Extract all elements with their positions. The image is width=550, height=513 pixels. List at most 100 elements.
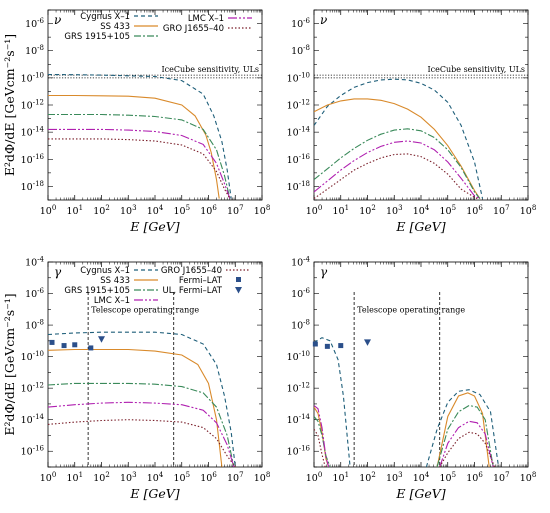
fermi-lat-upper-limit (98, 336, 105, 343)
series-line-gro-j1655-40 (314, 428, 326, 467)
series-line-grs-1915-105 (48, 113, 231, 199)
legend-label: GRS 1915+105 (64, 286, 130, 296)
series-line-grs-1915-105 (314, 128, 481, 199)
y-tick-label: 10-14 (21, 413, 45, 426)
x-tick-label: 105 (439, 204, 456, 217)
y-tick-label: 10-12 (287, 99, 310, 112)
y-tick-label: 10-16 (287, 153, 311, 166)
y-tick-label: 10-6 (25, 17, 44, 30)
x-tick-label: 108 (254, 204, 271, 217)
y-tick-label: 10-4 (291, 256, 310, 269)
y-tick-label: 10-16 (21, 445, 45, 458)
x-axis-label: E [GeV] (129, 219, 179, 234)
fermi-lat-upper-limit (364, 339, 371, 346)
y-tick-label: 10-18 (287, 180, 310, 193)
legend-marker-upper-limit (235, 287, 242, 294)
x-tick-label: 106 (466, 204, 483, 217)
series-line-cygnus-x-1 (314, 78, 484, 199)
x-tick-label: 102 (359, 204, 376, 217)
x-tick-label: 100 (306, 204, 323, 217)
legend-label: LMC X–1 (188, 14, 224, 24)
y-axis-label: E²dΦ/dE [GeVcm⁻²s⁻¹] (2, 293, 17, 435)
fermi-lat-point (49, 339, 55, 345)
y-tick-label: 10-6 (25, 287, 44, 300)
plot-frame (313, 9, 529, 201)
legend-label: SS 433 (100, 276, 130, 286)
chart-panel-top-right: 100 101 102 103 104 105 106 107 108 10-18 10-16 10-… (287, 9, 537, 234)
legend-label: SS 433 (100, 22, 130, 32)
series-line-lmc-x-1 (439, 420, 494, 467)
plot-area (48, 292, 236, 467)
legend-label: GRO J1655–40 (161, 266, 222, 276)
legend-label: Fermi–LAT (179, 276, 223, 286)
fermi-lat-point (338, 343, 344, 349)
legend-label: UL, Fermi–LAT (162, 286, 222, 296)
x-tick-label: 103 (386, 204, 403, 217)
x-tick-label: 102 (359, 471, 376, 484)
y-tick-label: 10-10 (287, 350, 310, 363)
fermi-lat-point (88, 345, 94, 351)
particle-label: ν (54, 13, 61, 27)
series-line-grs-1915-105 (436, 404, 494, 467)
y-tick-label: 10-6 (291, 287, 310, 300)
x-tick-label: 106 (466, 471, 483, 484)
series-line-grs-1915-105 (48, 382, 235, 467)
x-tick-label: 104 (147, 471, 164, 484)
telescope-range-label: Telescope operating range (91, 305, 199, 314)
fermi-lat-point (312, 341, 318, 347)
y-tick-label: 10-14 (287, 413, 311, 426)
y-tick-label: 10-4 (25, 256, 44, 269)
x-axis-label: E [GeV] (129, 486, 179, 501)
x-tick-label: 108 (254, 471, 271, 484)
y-tick-label: 10-14 (287, 126, 311, 139)
y-tick-label: 10-12 (21, 382, 44, 395)
x-tick-label: 102 (93, 204, 110, 217)
y-tick-label: 10-16 (287, 445, 311, 458)
series-line-grs-1915-105 (314, 416, 331, 467)
legend-marker-fermi (236, 277, 241, 282)
x-tick-label: 101 (66, 204, 83, 217)
x-tick-label: 105 (173, 204, 190, 217)
legend-label: GRO J1655–40 (163, 24, 224, 34)
series-line-lmc-x-1 (48, 128, 231, 199)
fermi-lat-point (61, 343, 67, 349)
series-line-gro-j1655-40 (314, 153, 478, 200)
particle-label: ν (320, 13, 327, 27)
legend-label: Cygnus X–1 (80, 12, 130, 22)
y-tick-label: 10-14 (21, 126, 45, 139)
x-tick-label: 107 (227, 471, 244, 484)
x-tick-label: 101 (66, 471, 83, 484)
series-line-cygnus-x-1 (314, 337, 351, 467)
y-tick-label: 10-12 (21, 99, 44, 112)
legend-label: LMC X–1 (94, 296, 130, 306)
series-line-ss-433 (48, 94, 220, 199)
telescope-range-label: Telescope operating range (357, 305, 465, 314)
y-tick-label: 10-8 (25, 44, 44, 57)
fermi-lat-point (324, 343, 330, 349)
x-tick-label: 103 (120, 204, 137, 217)
x-tick-label: 108 (520, 204, 537, 217)
series-line-lmc-x-1 (48, 401, 235, 467)
y-tick-label: 10-10 (21, 71, 44, 84)
y-tick-label: 10-8 (291, 44, 310, 57)
series-line-cygnus-x-1 (48, 331, 236, 467)
y-tick-label: 10-16 (21, 153, 45, 166)
y-tick-label: 10-8 (25, 319, 44, 332)
y-tick-label: 10-18 (21, 180, 44, 193)
x-tick-label: 100 (40, 204, 57, 217)
x-tick-label: 108 (520, 471, 537, 484)
x-tick-label: 106 (200, 204, 217, 217)
x-tick-label: 100 (306, 471, 323, 484)
x-axis-label: E [GeV] (395, 486, 445, 501)
series-line-cygnus-x-1 (48, 73, 232, 199)
series-line-gro-j1655-40 (439, 431, 496, 467)
legend-label: Cygnus X–1 (80, 266, 130, 276)
y-axis-label: E²dΦ/dE [GeVcm⁻²s⁻¹] (2, 34, 17, 176)
x-tick-label: 107 (493, 471, 510, 484)
y-tick-label: 10-10 (287, 71, 310, 84)
fermi-lat-point (72, 342, 78, 348)
chart-panel-bottom-left: 100 101 102 103 104 105 106 107 108 10-16 10-14 10-… (2, 256, 270, 502)
